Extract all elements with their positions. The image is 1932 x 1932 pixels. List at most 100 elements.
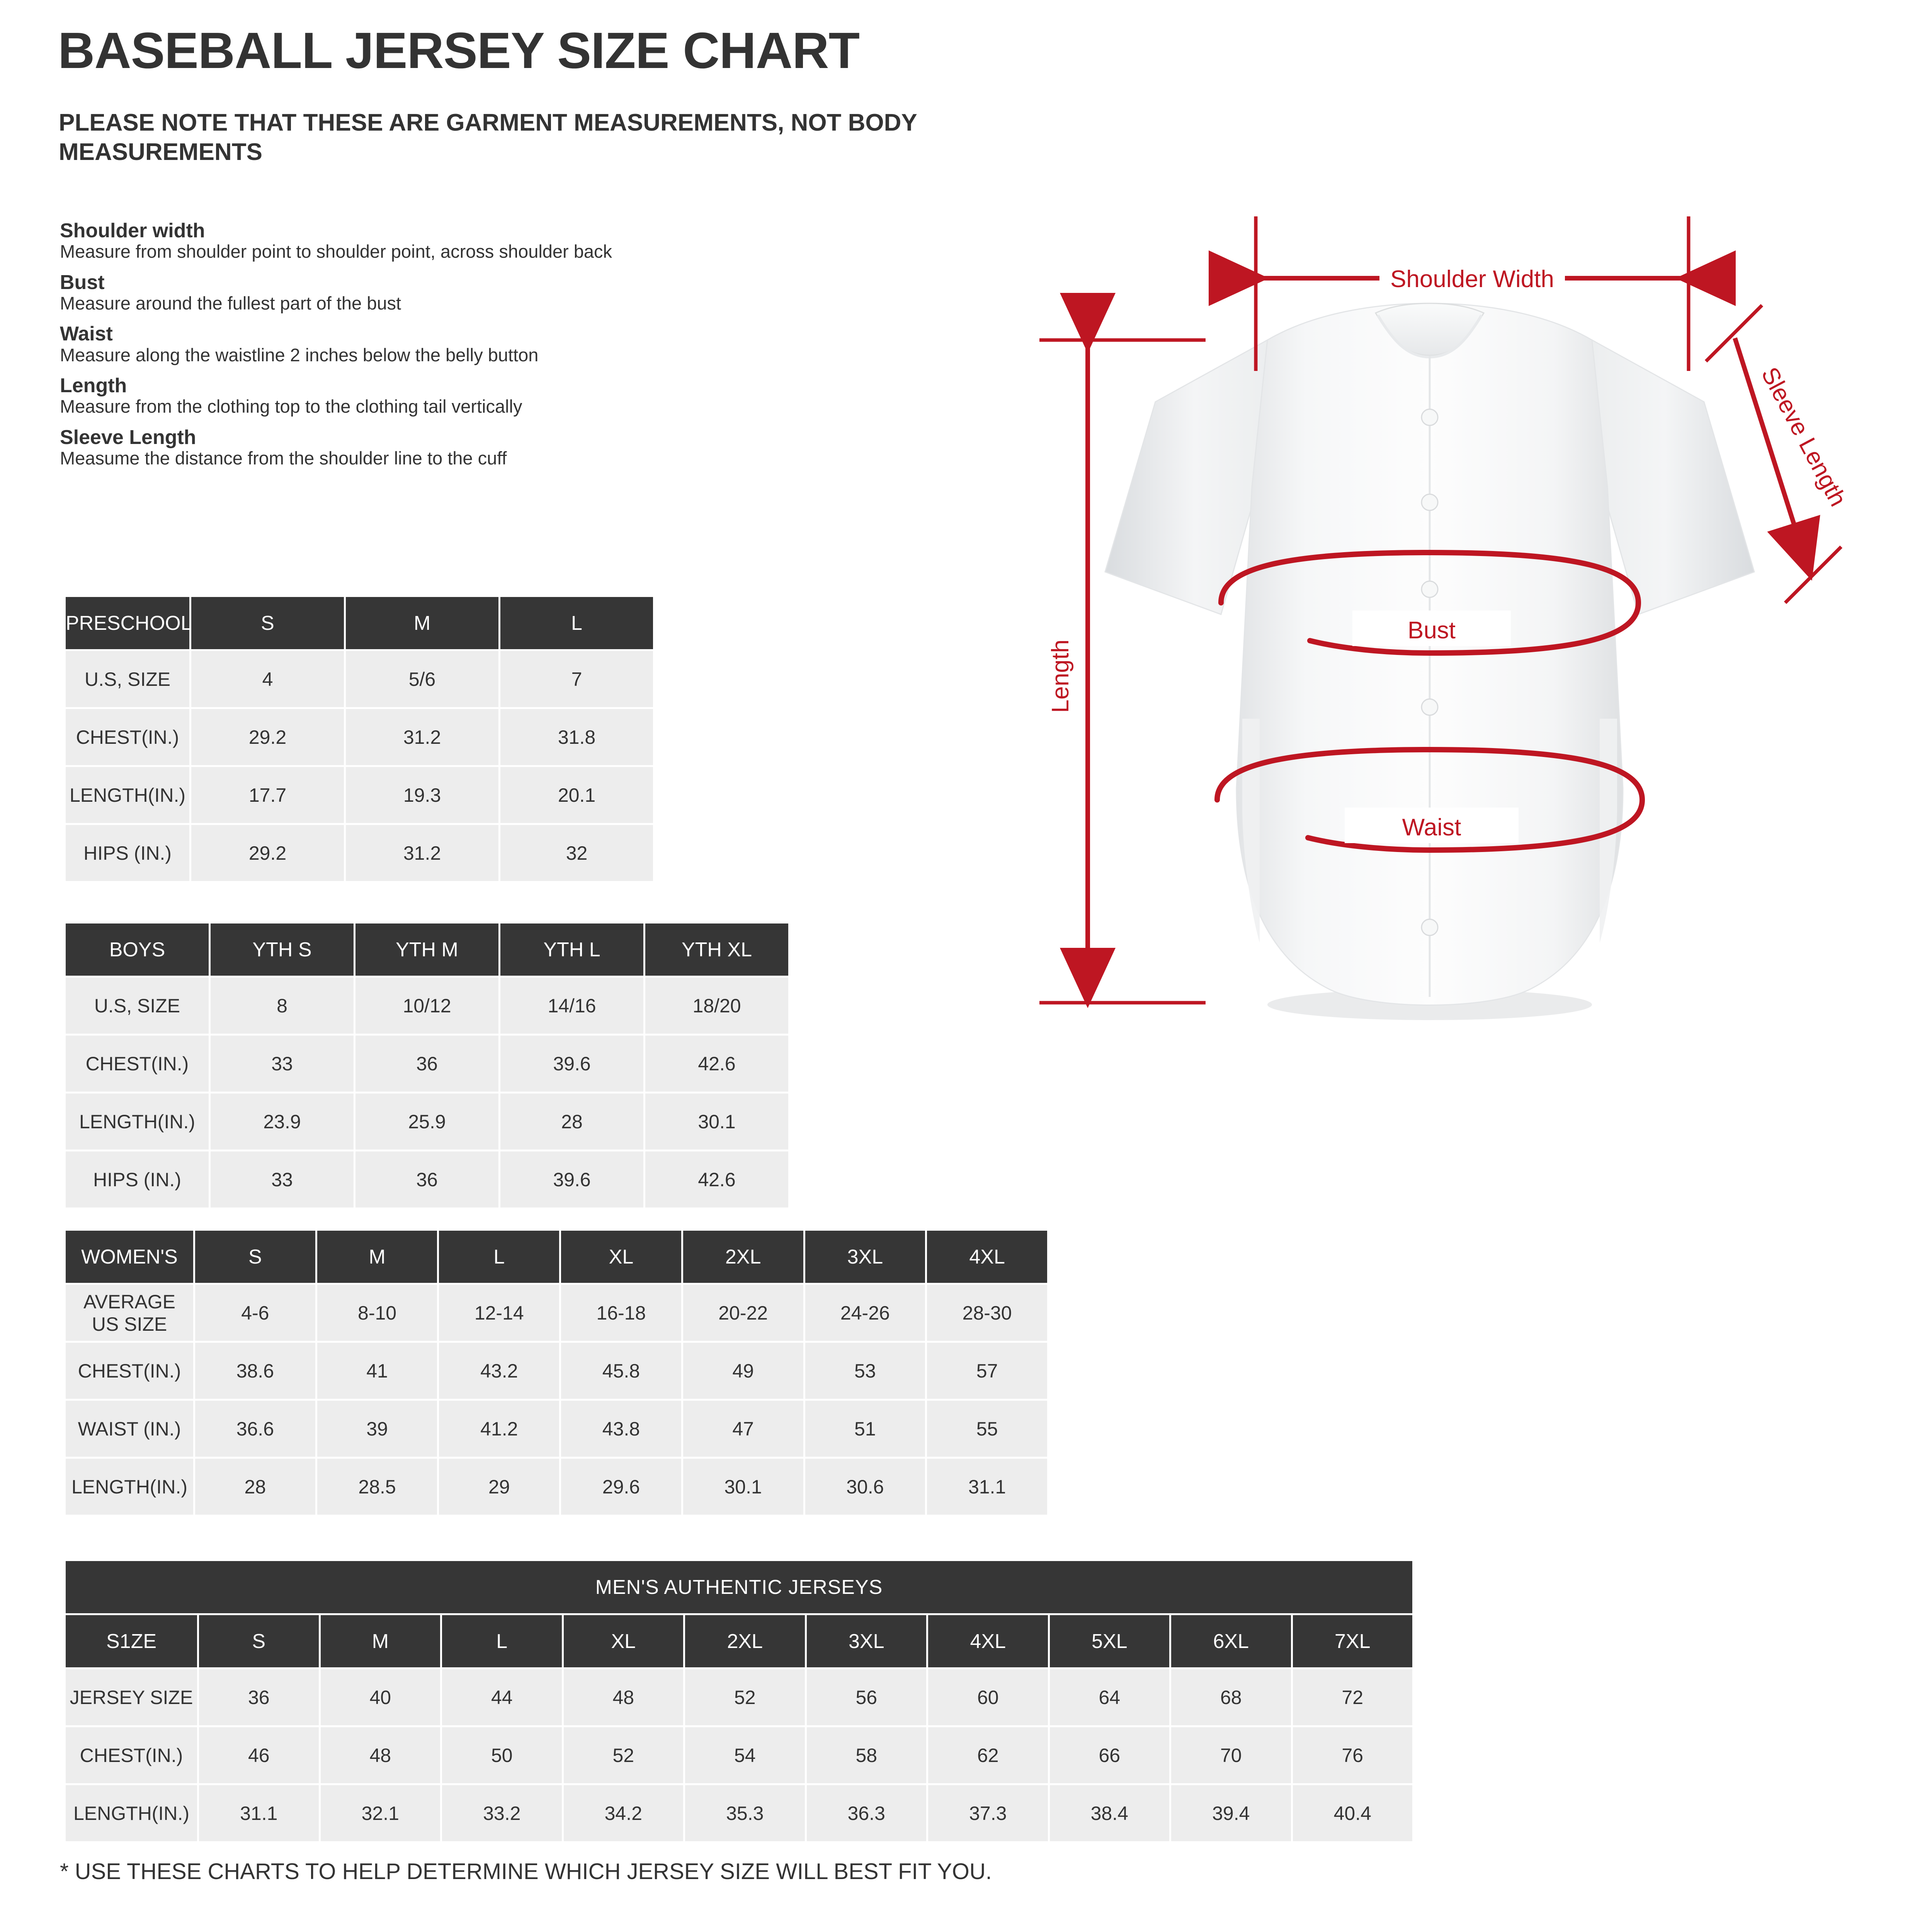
table-cell: 76 xyxy=(1293,1727,1412,1783)
table-cell: 28 xyxy=(500,1094,643,1150)
table-row: CHEST(IN.) 46 48 50 52 54 58 62 66 70 76 xyxy=(66,1727,1412,1783)
definition-sleeve-length: Sleeve Length Measume the distance from … xyxy=(60,427,968,469)
table-row: LENGTH(IN.) 31.1 32.1 33.2 34.2 35.3 36.3 37.3 3… xyxy=(66,1785,1412,1841)
table-cell: 41 xyxy=(317,1343,437,1399)
table-cell: 39.4 xyxy=(1171,1785,1291,1841)
waist-label: Waist xyxy=(1402,814,1461,841)
table-row: WAIST (IN.) 36.6 39 41.2 43.8 47 51 55 xyxy=(66,1401,1047,1457)
table-cell: 29.6 xyxy=(561,1459,681,1515)
definition-description: Measure from the clothing top to the clo… xyxy=(60,396,522,417)
table-column-header: YTH M xyxy=(355,923,498,976)
table-cell: 55 xyxy=(927,1401,1047,1457)
table-cell: 17.7 xyxy=(191,767,344,823)
table-cell: 31.8 xyxy=(500,709,653,765)
table-row-label: HIPS (IN.) xyxy=(66,1151,209,1208)
table-cell: 37.3 xyxy=(928,1785,1048,1841)
definition-description: Measure along the waistline 2 inches bel… xyxy=(60,344,539,365)
jersey-measurement-diagram: Shoulder Width Sleeve Length Length Bust… xyxy=(989,185,1913,1105)
table-cell: 64 xyxy=(1049,1669,1169,1725)
table-cell: 14/16 xyxy=(500,978,643,1034)
waist-dimension: Waist xyxy=(1214,747,1645,853)
jersey-illustration xyxy=(1104,303,1755,1020)
table-row-label: U.S, SIZE xyxy=(66,978,209,1034)
table-cell: 18/20 xyxy=(645,978,788,1034)
table-cell: 28 xyxy=(195,1459,315,1515)
table-cell: 34.2 xyxy=(563,1785,683,1841)
definition-term: Length xyxy=(60,374,127,397)
definition-term: Bust xyxy=(60,271,105,294)
size-table-womens: WOMEN'S S M L XL 2XL 3XL 4XL AVERAGE US SIZE 4-6 8-… xyxy=(64,1229,1049,1517)
definition-description: Measume the distance from the shoulder l… xyxy=(60,448,507,469)
page-subtitle: PLEASE NOTE THAT THESE ARE GARMENT MEASU… xyxy=(59,109,917,165)
table-column-header: 6XL xyxy=(1171,1615,1291,1667)
table-cell: 31.1 xyxy=(199,1785,319,1841)
table-cell: 43.2 xyxy=(439,1343,560,1399)
table-column-header: L xyxy=(442,1615,562,1667)
size-table-preschool: PRESCHOOL S M L U.S, SIZE 4 5/6 7 CHEST(IN.) 29.2… xyxy=(64,595,655,883)
table-cell: 32.1 xyxy=(320,1785,440,1841)
table-column-header: M xyxy=(346,597,498,649)
table-cell: 50 xyxy=(442,1727,562,1783)
size-table-boys: BOYS YTH S YTH M YTH L YTH XL U.S, SIZE 8 10/12… xyxy=(64,922,790,1209)
table-cell: 39 xyxy=(317,1401,437,1457)
table-cell: 20.1 xyxy=(500,767,653,823)
table-cell: 68 xyxy=(1171,1669,1291,1725)
length-dimension: Length xyxy=(1039,293,1206,1008)
table-row: LENGTH(IN.) 28 28.5 29 29.6 30.1 30.6 31.1 xyxy=(66,1459,1047,1515)
table-cell: 30.1 xyxy=(645,1094,788,1150)
table-cell: 30.1 xyxy=(683,1459,803,1515)
table-corner-header: PRESCHOOL xyxy=(66,597,192,649)
definition-length: Length Measure from the clothing top to … xyxy=(60,375,968,417)
table-column-header: XL xyxy=(563,1615,683,1667)
page-title: BASEBALL JERSEY SIZE CHART xyxy=(58,22,860,79)
table-cell: 38.6 xyxy=(195,1343,315,1399)
table-row-label: CHEST(IN.) xyxy=(66,1036,209,1092)
table-cell: 20-22 xyxy=(683,1285,803,1341)
table-cell: 46 xyxy=(199,1727,319,1783)
table-row-label: WAIST (IN.) xyxy=(66,1401,193,1457)
definition-bust: Bust Measure around the fullest part of … xyxy=(60,272,968,314)
table-column-header: 7XL xyxy=(1293,1615,1412,1667)
definition-description: Measure around the fullest part of the b… xyxy=(60,293,401,313)
table-cell: 28-30 xyxy=(927,1285,1047,1341)
table-cell: 31.2 xyxy=(346,709,498,765)
table-cell: 42.6 xyxy=(645,1151,788,1208)
table-banner: MEN'S AUTHENTIC JERSEYS xyxy=(66,1561,1412,1613)
table-column-header: 2XL xyxy=(683,1231,803,1283)
definition-waist: Waist Measure along the waistline 2 inch… xyxy=(60,323,968,365)
table-column-header: S xyxy=(191,597,344,649)
table-column-header: 4XL xyxy=(927,1231,1047,1283)
table-cell: 70 xyxy=(1171,1727,1291,1783)
table-column-header: YTH L xyxy=(500,923,643,976)
definition-term: Shoulder width xyxy=(60,219,205,242)
table-column-header: L xyxy=(439,1231,560,1283)
table-cell: 44 xyxy=(442,1669,562,1725)
table-cell: 40.4 xyxy=(1293,1785,1412,1841)
table-row: U.S, SIZE 4 5/6 7 xyxy=(66,651,653,707)
table-cell: 42.6 xyxy=(645,1036,788,1092)
table-cell: 36.3 xyxy=(806,1785,926,1841)
table-cell: 39.6 xyxy=(500,1151,643,1208)
table-cell: 66 xyxy=(1049,1727,1169,1783)
table-column-header: S xyxy=(199,1615,319,1667)
table-cell: 40 xyxy=(320,1669,440,1725)
table-row-label: U.S, SIZE xyxy=(66,651,189,707)
table-column-header: 3XL xyxy=(806,1615,926,1667)
table-cell: 36.6 xyxy=(195,1401,315,1457)
table-corner-header: WOMEN'S xyxy=(66,1231,193,1283)
table-cell: 39.6 xyxy=(500,1036,643,1092)
table-cell: 12-14 xyxy=(439,1285,560,1341)
table-cell: 52 xyxy=(685,1669,805,1725)
shoulder-width-dimension: Shoulder Width xyxy=(1209,216,1736,371)
table-row-label: AVERAGE US SIZE xyxy=(66,1285,193,1341)
size-table-mens: MEN'S AUTHENTIC JERSEYS S1ZE S M L XL 2XL 3XL 4X… xyxy=(64,1559,1414,1843)
table-cell: 8-10 xyxy=(317,1285,437,1341)
table-row-label: LENGTH(IN.) xyxy=(66,767,189,823)
table-cell: 7 xyxy=(500,651,653,707)
table-cell: 53 xyxy=(805,1343,925,1399)
table-cell: 29.2 xyxy=(191,709,344,765)
table-column-header: YTH S xyxy=(211,923,354,976)
table-row-label: LENGTH(IN.) xyxy=(66,1459,193,1515)
table-cell: 24-26 xyxy=(805,1285,925,1341)
table-column-header: 4XL xyxy=(928,1615,1048,1667)
